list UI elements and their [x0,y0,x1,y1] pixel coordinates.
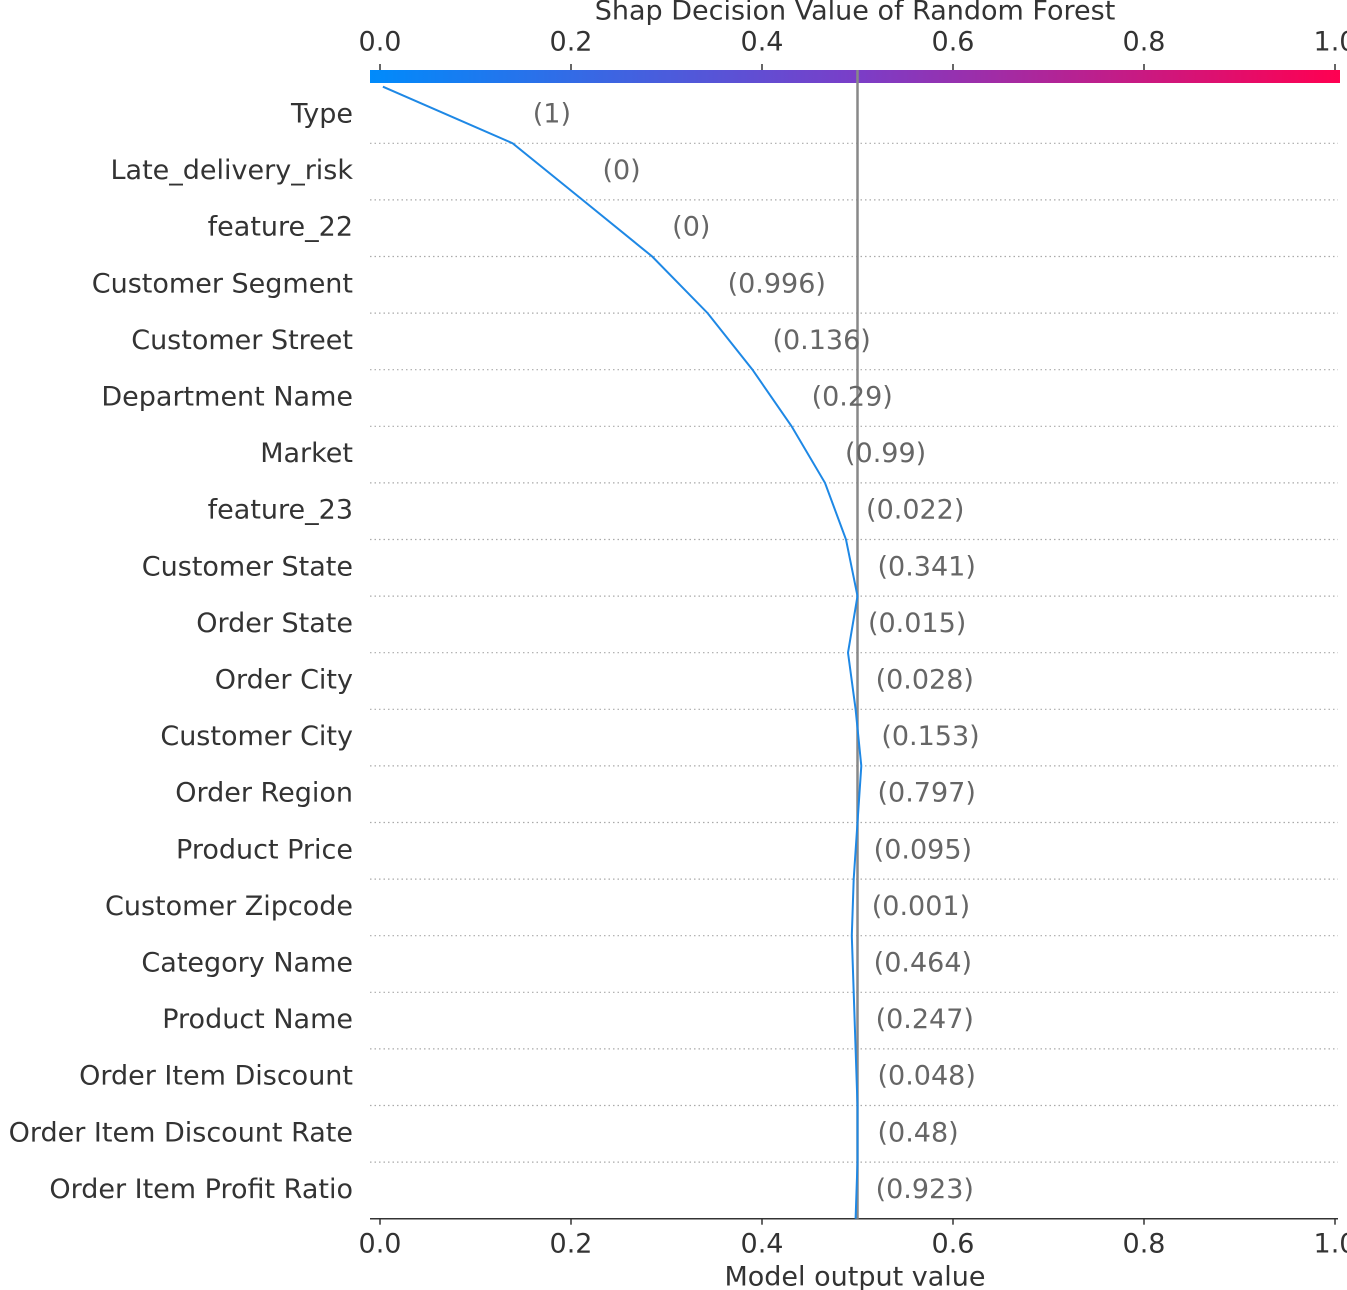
decision-line [382,85,863,1219]
feature-label: Market [260,438,353,469]
feature-value-label: (0.048) [878,1061,976,1092]
feature-label: Product Price [176,834,353,865]
x-tick-label: 0.2 [550,1229,593,1260]
feature-label: Order Item Profit Ratio [49,1174,353,1205]
feature-label: Customer Segment [92,268,353,299]
feature-label: Order City [215,665,353,696]
feature-label: Customer Street [131,325,353,356]
feature-label: Order Item Discount [79,1061,353,1092]
feature-value-label: (0.797) [878,778,976,809]
chart-title: Shap Decision Value of Random Forest [595,0,1116,27]
feature-label: Customer State [142,551,353,582]
feature-label: feature_22 [208,212,353,243]
feature-label: Category Name [141,948,353,979]
feature-label: Order Item Discount Rate [9,1117,353,1148]
top-tick-label: 0.2 [550,27,593,58]
top-tick-label: 1.0 [1314,27,1347,58]
feature-value-label: (0.095) [874,834,972,865]
x-axis-label: Model output value [724,1262,985,1290]
feature-label: Order Region [175,778,353,809]
feature-value-label: (1) [533,99,571,130]
top-tick-label: 0.4 [741,27,784,58]
feature-value-label: (0.015) [868,608,966,639]
feature-label: Department Name [101,382,353,413]
feature-value-label: (0.136) [772,325,870,356]
feature-value-label: (0.29) [812,382,893,413]
feature-label: Type [290,99,353,130]
feature-value-label: (0.464) [874,948,972,979]
feature-value-label: (0.996) [728,268,826,299]
x-tick-label: 0.6 [932,1229,975,1260]
x-tick-label: 0.8 [1123,1229,1166,1260]
x-tick-label: 0.4 [741,1229,784,1260]
feature-label: Order State [196,608,353,639]
feature-value-label: (0.022) [866,495,964,526]
feature-label: Product Name [162,1004,353,1035]
colorbar [370,70,1340,83]
feature-label: Late_delivery_risk [110,155,353,186]
top-tick-label: 0.8 [1123,27,1166,58]
feature-label: Customer City [160,721,353,752]
x-tick-label: 1.0 [1314,1229,1347,1260]
feature-value-label: (0.48) [878,1117,959,1148]
feature-value-label: (0.247) [876,1004,974,1035]
feature-value-label: (0) [602,155,640,186]
feature-value-label: (0.153) [881,721,979,752]
feature-label: feature_23 [208,495,353,526]
top-tick-label: 0.6 [932,27,975,58]
feature-value-label: (0.923) [876,1174,974,1205]
x-tick-label: 0.0 [359,1229,402,1260]
top-tick-label: 0.0 [359,27,402,58]
feature-value-label: (0.341) [878,551,976,582]
feature-value-label: (0) [672,212,710,243]
feature-value-label: (0.99) [845,438,926,469]
feature-value-label: (0.001) [872,891,970,922]
feature-value-label: (0.028) [876,665,974,696]
feature-label: Customer Zipcode [105,891,353,922]
